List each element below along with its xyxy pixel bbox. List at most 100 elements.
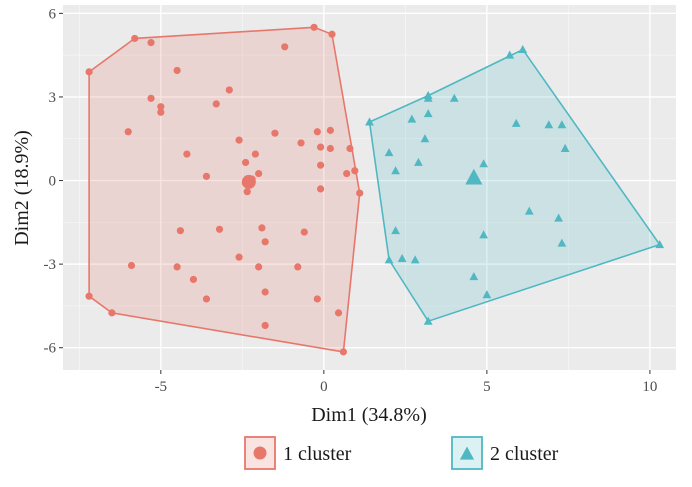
data-point-triangle xyxy=(449,93,459,102)
data-point-circle xyxy=(316,143,325,151)
data-point-triangle xyxy=(384,148,394,157)
legend-glyph-circle-icon xyxy=(253,446,267,460)
data-point-triangle xyxy=(397,253,407,262)
legend-item-cluster-2[interactable]: 2 cluster xyxy=(451,436,559,470)
data-point-circle xyxy=(176,227,184,235)
data-point-circle xyxy=(235,136,243,144)
data-point-triangle xyxy=(518,44,528,54)
data-point-circle xyxy=(313,128,321,136)
data-point-circle xyxy=(241,158,250,167)
data-point-circle xyxy=(334,309,343,317)
plot-panel xyxy=(63,5,676,370)
data-point-circle xyxy=(173,66,181,75)
data-point-circle xyxy=(202,295,211,303)
data-point-triangle xyxy=(384,255,394,264)
data-point-circle xyxy=(281,43,289,51)
data-point-circle xyxy=(147,39,155,47)
data-point-triangle xyxy=(414,157,423,166)
data-point-circle xyxy=(157,103,165,111)
data-point-circle xyxy=(343,169,351,178)
data-point-triangle xyxy=(423,93,433,102)
data-point-circle xyxy=(131,34,139,43)
data-point-triangle xyxy=(407,114,417,123)
y-tick-label: 6 xyxy=(49,6,57,22)
x-tick-label: 10 xyxy=(642,379,657,395)
x-tick-label: -5 xyxy=(155,379,168,395)
legend: 1 cluster 2 cluster xyxy=(244,436,559,470)
data-point-triangle xyxy=(524,206,534,215)
data-point-triangle xyxy=(557,120,567,129)
data-point-circle xyxy=(300,228,308,236)
x-tick-label: 0 xyxy=(320,379,328,395)
centroid-cluster-1 xyxy=(241,174,256,189)
data-point-circle xyxy=(346,144,354,153)
data-point-circle xyxy=(255,169,263,178)
data-point-triangle xyxy=(479,159,488,168)
data-point-triangle xyxy=(410,255,420,264)
data-point-triangle xyxy=(479,230,488,239)
data-point-circle xyxy=(235,253,243,261)
data-point-triangle xyxy=(511,118,521,127)
data-point-circle xyxy=(339,348,348,356)
data-point-triangle xyxy=(365,117,374,126)
data-point-circle xyxy=(310,23,318,31)
data-point-circle xyxy=(356,189,364,197)
data-point-circle xyxy=(316,185,325,193)
data-point-circle xyxy=(328,30,336,38)
data-point-circle xyxy=(297,139,305,147)
data-point-circle xyxy=(108,309,116,317)
y-tick-label: 3 xyxy=(49,90,57,106)
data-point-circle xyxy=(85,292,93,300)
data-point-circle xyxy=(124,128,132,136)
data-point-circle xyxy=(261,288,269,296)
legend-label-cluster-1: 1 cluster xyxy=(283,443,352,465)
data-point-circle xyxy=(313,295,321,303)
legend-triangle-icon xyxy=(459,446,475,460)
y-tick-label: -6 xyxy=(44,341,57,357)
data-point-triangle xyxy=(560,143,570,152)
data-point-circle xyxy=(189,275,198,284)
data-point-circle xyxy=(316,161,325,169)
y-tick-label: -3 xyxy=(44,257,57,273)
data-point-circle xyxy=(258,224,266,232)
x-axis-title: Dim1 (34.8%) xyxy=(311,404,427,426)
data-point-circle xyxy=(243,188,251,196)
data-point-circle xyxy=(215,225,224,233)
axes: -5 0 5 10 -6 -3 0 3 6 xyxy=(44,6,658,395)
data-point-circle xyxy=(261,321,269,330)
data-point-circle xyxy=(251,150,259,158)
data-point-circle xyxy=(271,129,279,137)
data-point-circle xyxy=(183,150,191,158)
data-point-triangle xyxy=(420,134,430,143)
data-point-triangle xyxy=(391,226,400,235)
legend-item-cluster-1[interactable]: 1 cluster xyxy=(244,436,352,470)
data-point-circle xyxy=(255,263,263,271)
data-point-triangle xyxy=(554,213,563,222)
data-point-circle xyxy=(261,238,269,246)
x-tick-label: 5 xyxy=(483,379,491,395)
data-point-triangle xyxy=(544,120,554,129)
data-point-circle xyxy=(173,263,181,271)
legend-label-cluster-2: 2 cluster xyxy=(490,443,559,465)
data-point-circle xyxy=(212,100,220,108)
data-point-triangle xyxy=(482,290,492,299)
data-point-triangle xyxy=(423,316,433,325)
y-tick-label: 0 xyxy=(49,174,57,190)
centroid-cluster-2 xyxy=(465,168,483,185)
legend-glyph-triangle-icon xyxy=(459,446,475,460)
data-points xyxy=(85,23,665,356)
cluster-hulls xyxy=(88,26,661,353)
data-point-circle xyxy=(351,167,359,175)
data-point-circle xyxy=(127,261,136,270)
data-point-circle xyxy=(157,108,165,116)
data-point-circle xyxy=(326,126,334,134)
data-point-circle xyxy=(147,94,155,102)
legend-circle-icon xyxy=(253,446,267,460)
data-point-circle xyxy=(202,172,211,180)
data-point-circle xyxy=(326,144,334,153)
data-point-triangle xyxy=(557,238,567,247)
y-axis-title: Dim2 (18.9%) xyxy=(11,130,33,246)
data-point-triangle xyxy=(469,272,479,281)
data-point-circle xyxy=(85,68,93,76)
